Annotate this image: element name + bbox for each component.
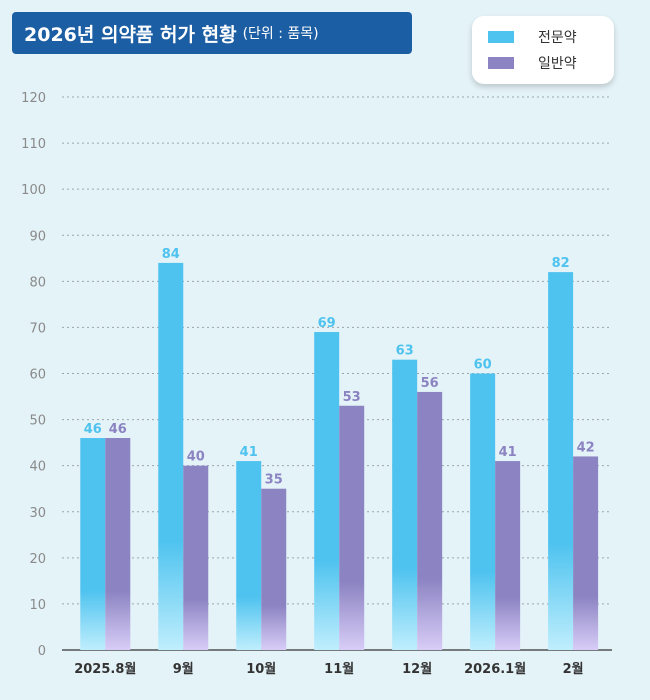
data-label: 41 xyxy=(240,445,258,460)
y-tick-label: 50 xyxy=(29,414,46,429)
y-tick-label: 60 xyxy=(29,368,46,383)
bar-series1 xyxy=(548,272,574,650)
data-label: 56 xyxy=(421,376,439,391)
x-tick-label: 2025.8월 xyxy=(74,661,136,677)
legend-item-series2: 일반약 xyxy=(488,50,614,76)
legend-swatch-series2 xyxy=(488,57,514,69)
y-tick-label: 100 xyxy=(21,183,46,198)
y-tick-label: 120 xyxy=(21,91,46,106)
bar-series1 xyxy=(80,438,106,650)
data-label: 46 xyxy=(84,422,102,437)
data-label: 60 xyxy=(474,358,492,373)
data-label: 35 xyxy=(265,473,283,488)
x-tick-label: 2월 xyxy=(563,661,584,677)
legend-label-series1: 전문약 xyxy=(538,30,577,46)
data-label: 53 xyxy=(343,390,361,405)
data-label: 82 xyxy=(552,256,570,271)
bar-series2 xyxy=(339,405,365,650)
bar-series2 xyxy=(495,461,521,650)
x-tick-label: 10월 xyxy=(246,661,276,677)
bar-layer xyxy=(80,262,599,650)
bar-series2 xyxy=(105,438,131,650)
chart-unit-note: (단위 : 품목) xyxy=(242,26,319,42)
data-label: 69 xyxy=(318,316,336,331)
label-layer: 0 10 20 30 40 50 60 70 80 90 100 110 120 46 46 2025.8월 8… xyxy=(21,91,594,677)
chart-title: 2026년 의약품 허가 현황 xyxy=(24,23,237,46)
data-label: 46 xyxy=(109,422,127,437)
legend: 전문약 일반약 xyxy=(472,16,614,84)
x-tick-label: 11월 xyxy=(324,661,354,677)
y-tick-label: 0 xyxy=(38,644,46,659)
data-label: 42 xyxy=(577,440,595,455)
bar-series2 xyxy=(573,456,599,650)
data-label: 41 xyxy=(499,445,517,460)
data-label: 84 xyxy=(162,247,180,262)
x-tick-label: 12월 xyxy=(402,661,432,677)
y-tick-label: 80 xyxy=(29,275,46,290)
y-tick-label: 10 xyxy=(29,598,46,613)
y-tick-label: 30 xyxy=(29,506,46,521)
y-tick-label: 110 xyxy=(21,137,46,152)
bar-series2 xyxy=(417,391,443,650)
y-tick-label: 20 xyxy=(29,552,46,567)
legend-label-series2: 일반약 xyxy=(538,56,577,72)
bar-series1 xyxy=(392,359,418,650)
legend-swatch-series1 xyxy=(488,31,514,43)
bar-series2 xyxy=(261,488,287,650)
bar-series1 xyxy=(470,373,496,650)
bar-series1 xyxy=(236,461,262,650)
data-label: 40 xyxy=(187,450,205,465)
bar-series1 xyxy=(314,332,340,650)
y-tick-label: 40 xyxy=(29,460,46,475)
y-tick-label: 90 xyxy=(29,229,46,244)
data-label: 63 xyxy=(396,344,414,359)
x-tick-label: 9월 xyxy=(173,661,194,677)
x-tick-label: 2026.1월 xyxy=(464,661,526,677)
legend-item-series1: 전문약 xyxy=(488,24,614,50)
bar-series1 xyxy=(158,262,184,650)
chart-title-banner: 2026년 의약품 허가 현황 (단위 : 품목) xyxy=(12,12,412,54)
bar-series2 xyxy=(183,465,209,650)
y-tick-label: 70 xyxy=(29,321,46,336)
